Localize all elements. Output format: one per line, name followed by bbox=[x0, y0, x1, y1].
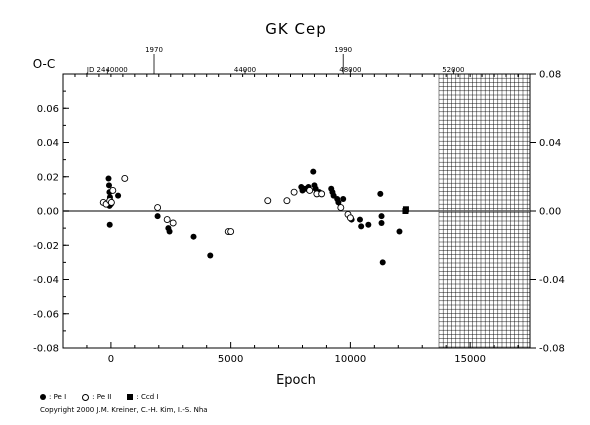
y-tick-label-left: 0.02 bbox=[37, 172, 59, 183]
data-point-pe-ii bbox=[121, 175, 129, 182]
data-point-pe-i bbox=[310, 168, 317, 175]
y-tick-label-left: 0.04 bbox=[37, 138, 59, 149]
jd-tick-label: 48000 bbox=[339, 66, 361, 74]
data-point-pe-ii bbox=[346, 214, 354, 222]
y-tick-label-left: 0.00 bbox=[37, 207, 59, 218]
data-point-pe-ii bbox=[227, 228, 235, 236]
data-point-pe-ii bbox=[109, 186, 117, 194]
jd-tick-label: JD 2440000 bbox=[86, 66, 128, 74]
y-tick-label-right: 0.08 bbox=[539, 70, 561, 81]
data-point-pe-i bbox=[356, 216, 363, 223]
data-point-pe-i bbox=[358, 223, 365, 230]
data-point-pe-ii bbox=[264, 197, 272, 205]
filled-square-icon bbox=[127, 394, 134, 400]
data-point-pe-i bbox=[115, 192, 122, 199]
legend: : Pe I : Pe II : Ccd I bbox=[40, 393, 158, 401]
data-point-pe-ii bbox=[318, 190, 326, 198]
data-point-pe-ii bbox=[337, 204, 345, 212]
x-tick-label: 15000 bbox=[454, 354, 486, 365]
y-tick-label-left: -0.08 bbox=[33, 344, 59, 355]
x-tick-label: 10000 bbox=[334, 354, 366, 365]
y-tick-label-right: -0.08 bbox=[539, 344, 565, 355]
filled-circle-icon bbox=[40, 394, 46, 400]
data-point-pe-i bbox=[166, 228, 173, 235]
data-point-pe-i bbox=[190, 233, 197, 240]
y-tick-label-left: -0.02 bbox=[33, 241, 59, 252]
legend-item-ccd-i: : Ccd I bbox=[127, 393, 158, 401]
year-tick-label: 1990 bbox=[334, 46, 352, 54]
data-point-pe-i bbox=[154, 213, 161, 220]
x-tick-label: 0 bbox=[108, 354, 114, 365]
open-circle-icon bbox=[82, 393, 90, 401]
x-axis-label: Epoch bbox=[276, 373, 316, 388]
data-point-pe-ii bbox=[163, 216, 171, 224]
legend-item-pe-ii: : Pe II bbox=[82, 393, 111, 401]
data-point-pe-ii bbox=[107, 198, 115, 206]
data-point-pe-i bbox=[340, 196, 347, 203]
data-point-pe-ii bbox=[283, 197, 291, 205]
data-point-pe-ii bbox=[306, 186, 314, 194]
data-point-pe-i bbox=[106, 221, 113, 228]
data-point-pe-ii bbox=[169, 219, 177, 227]
data-point-pe-i bbox=[335, 199, 342, 206]
data-point-pe-i bbox=[207, 252, 214, 259]
x-tick-label: 5000 bbox=[218, 354, 243, 365]
y-tick-label-right: 0.04 bbox=[539, 138, 561, 149]
y-tick-label-left: -0.06 bbox=[33, 309, 59, 320]
data-point-pe-i bbox=[105, 182, 112, 189]
data-point-pe-i bbox=[379, 259, 386, 266]
legend-label-pe-ii: : Pe II bbox=[92, 393, 112, 401]
data-point-pe-i bbox=[378, 219, 385, 226]
data-point-pe-i bbox=[105, 175, 112, 182]
legend-label-ccd-i: : Ccd I bbox=[136, 393, 159, 401]
legend-item-pe-i: : Pe I bbox=[40, 393, 66, 401]
data-point-pe-i bbox=[365, 221, 372, 228]
y-tick-label-right: 0.00 bbox=[539, 207, 561, 218]
y-axis-label: O-C bbox=[33, 57, 56, 71]
legend-label-pe-i: : Pe I bbox=[49, 393, 67, 401]
y-tick-label-left: -0.04 bbox=[33, 275, 59, 286]
copyright-notice: Copyright 2000 J.M. Kreiner, C.-H. Kim, … bbox=[40, 406, 208, 414]
data-point-pe-i bbox=[378, 213, 385, 220]
year-tick-label: 1970 bbox=[145, 46, 163, 54]
data-point-pe-ii bbox=[154, 204, 162, 212]
data-point-pe-ii bbox=[290, 188, 298, 196]
plot-area: 0 5000 10000 15000 1970 1990 JD 2440000 44000 48… bbox=[33, 46, 565, 365]
data-point-pe-i bbox=[377, 190, 384, 197]
y-tick-label-left: 0.06 bbox=[37, 104, 59, 115]
data-point-pe-i bbox=[396, 228, 403, 235]
y-tick-label-right: -0.04 bbox=[539, 275, 565, 286]
jd-tick-label: 52000 bbox=[442, 66, 464, 74]
data-point-ccd-i bbox=[402, 206, 409, 213]
jd-tick-label: 44000 bbox=[234, 66, 256, 74]
chart-title: GK Cep bbox=[265, 20, 326, 38]
